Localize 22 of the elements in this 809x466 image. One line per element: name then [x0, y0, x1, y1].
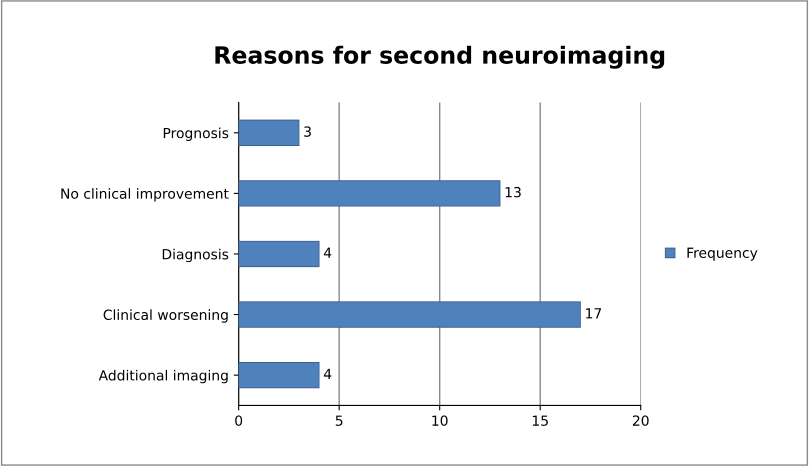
bar — [238, 120, 300, 146]
data-label: 17 — [586, 308, 602, 318]
x-tick-label: 0 — [235, 415, 242, 426]
x-tick-label: 10 — [432, 415, 448, 426]
legend-label: Frequency — [687, 248, 758, 261]
bar — [238, 362, 320, 388]
x-tick-label: 5 — [336, 416, 342, 426]
data-label: 4 — [324, 248, 332, 258]
bar — [238, 180, 500, 207]
y-tick-label: Clinical worsening — [104, 309, 228, 323]
x-tick-label: 15 — [532, 416, 548, 426]
data-label: 4 — [324, 368, 332, 379]
x-tick-label: 20 — [632, 415, 649, 426]
chart-title: Reasons for second neuroimaging — [215, 46, 664, 69]
y-tick-label: Prognosis — [164, 128, 228, 141]
y-tick-label: No clinical improvement — [61, 188, 229, 202]
data-label: 13 — [506, 186, 521, 198]
y-tick-label: Additional imaging — [98, 370, 228, 384]
bar — [238, 240, 320, 268]
y-tick-label: Diagnosis — [162, 248, 228, 262]
bar — [238, 301, 581, 328]
data-label: 3 — [304, 126, 311, 137]
